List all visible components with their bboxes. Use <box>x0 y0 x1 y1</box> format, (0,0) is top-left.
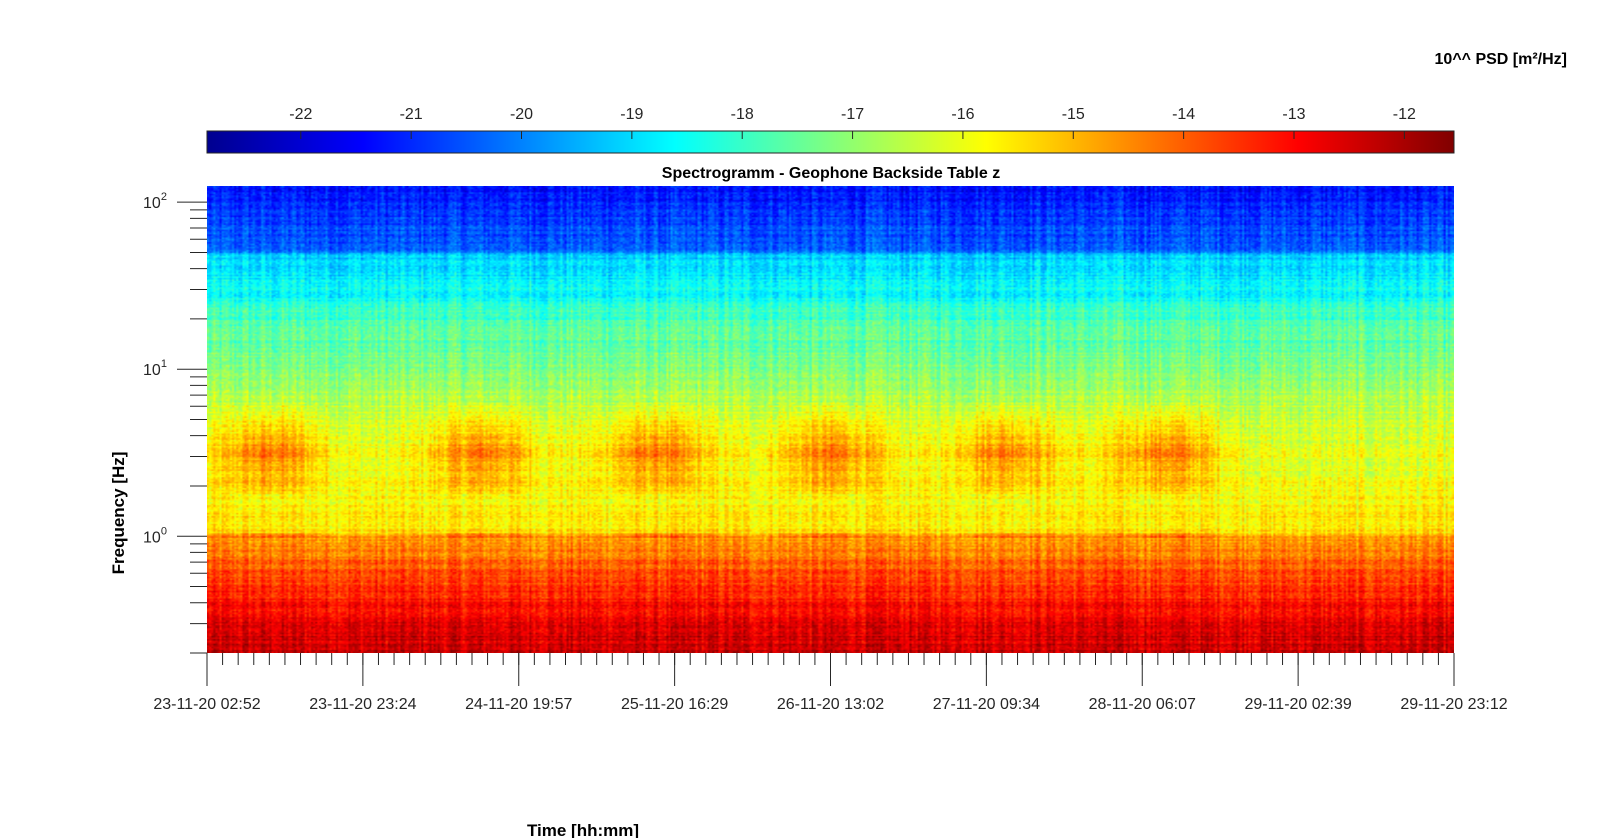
colorbar-tick-label: -17 <box>841 106 864 123</box>
colorbar-tick-label: -22 <box>289 106 312 123</box>
colorbar-tick-label: -12 <box>1393 106 1416 123</box>
colorbar-label: 10^^ PSD [m²/Hz] <box>1435 51 1567 68</box>
colorbar-tick-label: -15 <box>1062 106 1085 123</box>
x-tick-label: 24-11-20 19:57 <box>465 696 572 713</box>
x-tick-label: 26-11-20 13:02 <box>777 696 884 713</box>
x-axis-label: Time [hh:mm] <box>527 821 639 838</box>
colorbar-tick-label: -18 <box>731 106 754 123</box>
colorbar-ticks: -22 -21 -20 -19 -18 -17 -16 -15 -14 -13 -12 <box>289 106 1416 139</box>
chart-title: Spectrogramm - Geophone Backside Table z <box>662 165 1000 182</box>
y-axis-ticks: 100 101 102 <box>143 191 207 654</box>
colorbar-tick-label: -14 <box>1172 106 1195 123</box>
colorbar-tick-label: -19 <box>620 106 643 123</box>
colorbar-tick-label: -13 <box>1282 106 1305 123</box>
colorbar-tick-label: -16 <box>951 106 974 123</box>
colorbar-tick-label: -20 <box>510 106 533 123</box>
y-tick-label: 100 <box>143 525 167 546</box>
plot-area: 23-11-20 02:52 23-11-20 23:24 24-11-20 19:… <box>143 186 1508 713</box>
y-axis-label: Frequency [Hz] <box>109 452 128 575</box>
x-tick-label: 27-11-20 09:34 <box>933 696 1040 713</box>
x-tick-label: 23-11-20 02:52 <box>153 696 260 713</box>
colorbar-tick-label: -21 <box>400 106 423 123</box>
x-tick-label: 25-11-20 16:29 <box>621 696 728 713</box>
spectrogram-heatmap <box>207 186 1454 653</box>
x-tick-label: 29-11-20 02:39 <box>1244 696 1351 713</box>
colorbar-gradient <box>206 130 1455 154</box>
x-tick-label: 28-11-20 06:07 <box>1089 696 1196 713</box>
x-tick-label: 29-11-20 23:12 <box>1400 696 1507 713</box>
y-tick-label: 101 <box>143 358 167 379</box>
x-tick-label: 23-11-20 23:24 <box>309 696 416 713</box>
x-axis-ticks: 23-11-20 02:52 23-11-20 23:24 24-11-20 19:… <box>153 653 1508 713</box>
y-tick-label: 102 <box>143 191 167 212</box>
colorbar: -22 -21 -20 -19 -18 -17 -16 -15 -14 -13 -12 10^^ P… <box>206 51 1567 154</box>
